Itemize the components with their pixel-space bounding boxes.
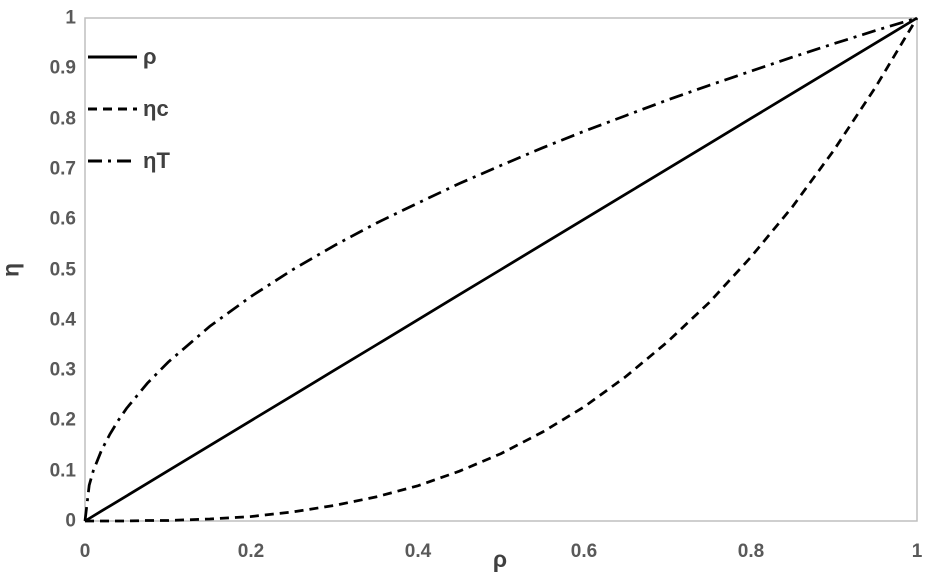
y-tick-label: 0.4 bbox=[49, 309, 76, 331]
legend-item: ηT bbox=[88, 135, 170, 187]
y-tick-label: 0.5 bbox=[49, 259, 76, 281]
legend-line-sample bbox=[88, 55, 137, 59]
y-tick-label: 0.2 bbox=[49, 409, 76, 431]
x-tick-label: 0 bbox=[79, 541, 91, 562]
legend-line-sample bbox=[88, 159, 137, 163]
y-tick-label: 0 bbox=[65, 510, 76, 532]
y-tick-label: 0.9 bbox=[49, 57, 76, 79]
legend-line-sample bbox=[88, 107, 137, 111]
y-tick-label: 0.1 bbox=[49, 460, 76, 482]
x-tick-label: 1 bbox=[911, 541, 923, 562]
y-tick-label: 0.3 bbox=[49, 359, 76, 381]
y-tick-label: 1 bbox=[65, 7, 76, 29]
plot-border bbox=[84, 17, 918, 522]
y-tick-label: 0.8 bbox=[49, 108, 76, 130]
x-tick-label: 0.8 bbox=[737, 541, 765, 562]
x-tick-label: 0.2 bbox=[237, 541, 265, 562]
y-axis-title: η bbox=[0, 262, 24, 278]
legend-label: ηc bbox=[143, 96, 169, 121]
legend-label: ηT bbox=[143, 148, 170, 173]
x-axis-title: ρ bbox=[492, 546, 508, 572]
series-line-1 bbox=[85, 17, 919, 523]
series-line-0 bbox=[84, 16, 918, 523]
legend-label: ρ bbox=[143, 44, 157, 69]
x-tick-label: 0.4 bbox=[404, 541, 432, 562]
y-tick-label: 0.7 bbox=[49, 158, 76, 180]
legend-item: ρ bbox=[88, 31, 170, 83]
legend: ρ ηc ηT bbox=[88, 31, 170, 187]
y-tick-label: 0.6 bbox=[49, 208, 76, 230]
legend-item: ηc bbox=[88, 83, 170, 135]
series-line-2 bbox=[83, 16, 918, 522]
x-tick-label: 0.6 bbox=[570, 541, 598, 562]
